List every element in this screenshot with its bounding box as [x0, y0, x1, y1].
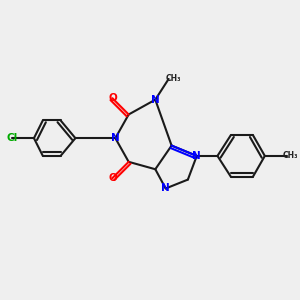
- Text: CH₃: CH₃: [165, 74, 181, 83]
- Text: N: N: [192, 151, 201, 161]
- Text: Cl: Cl: [6, 133, 17, 143]
- Text: O: O: [108, 173, 117, 183]
- Text: CH₃: CH₃: [282, 152, 298, 160]
- Text: N: N: [111, 133, 120, 143]
- Text: N: N: [161, 184, 170, 194]
- Text: O: O: [108, 93, 117, 103]
- Text: N: N: [151, 95, 160, 105]
